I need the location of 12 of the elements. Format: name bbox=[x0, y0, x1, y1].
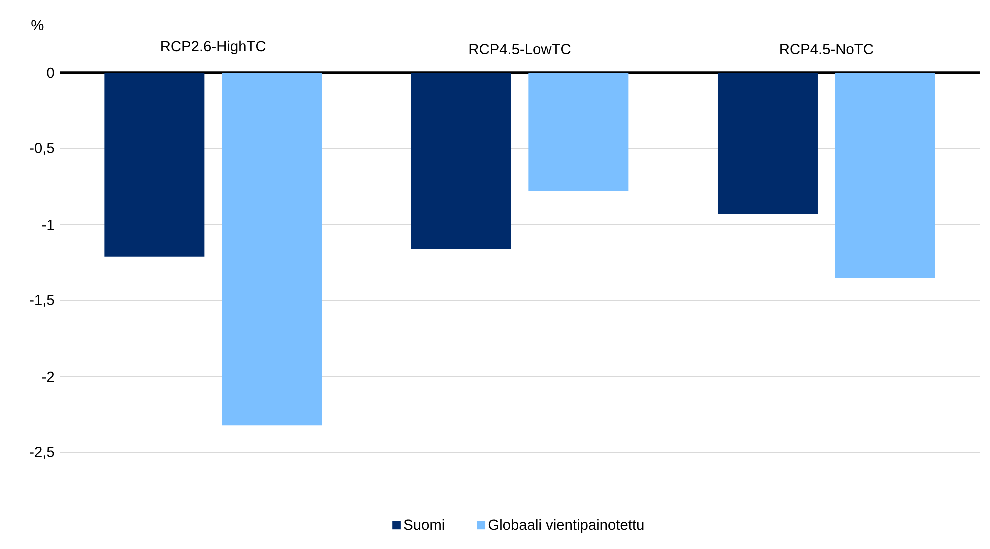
legend-label: Suomi bbox=[404, 519, 444, 530]
x-tick-label: RCP4.5-NoTC bbox=[780, 44, 874, 55]
y-tick-label: 0 bbox=[47, 68, 54, 78]
y-tick-label: -2,5 bbox=[30, 446, 54, 460]
legend-label: Globaali vientipainotettu bbox=[488, 519, 644, 534]
y-tick-label: -1,5 bbox=[30, 295, 54, 307]
x-tick-label: RCP4.5-LowTC bbox=[470, 44, 571, 55]
y-tick-label: -2 bbox=[42, 372, 54, 382]
y-tick-label: -1 bbox=[42, 220, 54, 230]
x-tick-label: RCP2.6-HighTC bbox=[162, 40, 266, 54]
y-tick-label: -0,5 bbox=[30, 142, 54, 156]
y-axis-title: % bbox=[32, 20, 44, 30]
